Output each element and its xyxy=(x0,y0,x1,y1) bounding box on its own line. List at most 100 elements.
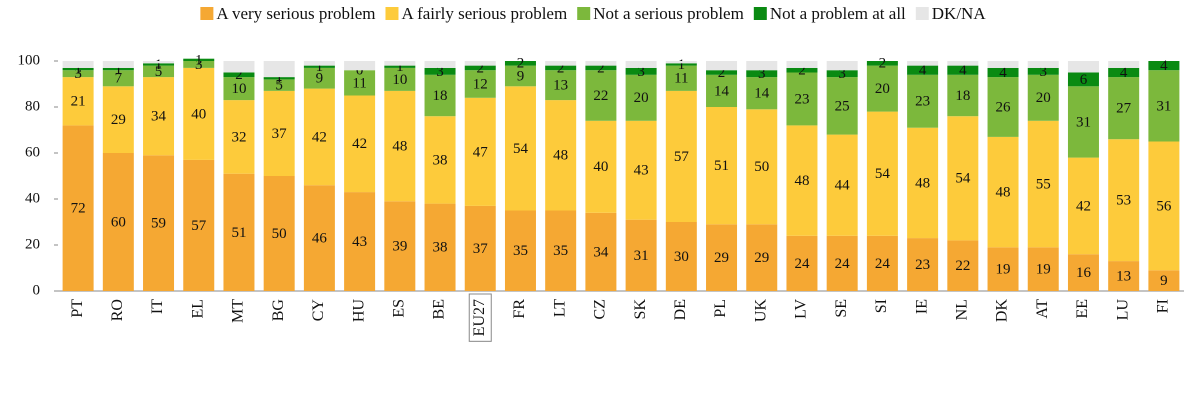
data-label: 27 xyxy=(1116,101,1132,117)
bar-segment xyxy=(1148,270,1180,291)
x-tick-label: DE xyxy=(672,299,689,320)
legend-label: A very serious problem xyxy=(216,4,375,23)
bar-segment xyxy=(504,86,536,211)
y-tick-label: 40 xyxy=(25,190,40,206)
data-label: 2 xyxy=(597,60,605,76)
data-label: 10 xyxy=(392,72,407,88)
data-label: 1 xyxy=(115,61,123,77)
bar-segment xyxy=(625,219,657,291)
data-label: 48 xyxy=(794,173,809,189)
bar-segment xyxy=(223,72,255,78)
data-label: 60 xyxy=(111,214,126,230)
data-label: 26 xyxy=(996,99,1012,115)
legend-label: A fairly serious problem xyxy=(401,4,567,23)
x-tick-label: IT xyxy=(149,299,166,314)
bar-segment xyxy=(907,61,939,66)
data-label: 4 xyxy=(1120,65,1128,81)
bar-segment xyxy=(303,65,335,68)
bar-segment xyxy=(183,159,215,291)
data-label: 9 xyxy=(517,68,525,84)
data-label: 72 xyxy=(71,201,86,217)
data-label: 34 xyxy=(151,109,167,125)
data-label: 40 xyxy=(191,106,206,122)
bar-segment xyxy=(987,77,1019,137)
bar-segment xyxy=(1067,254,1099,291)
bar-segment xyxy=(866,111,898,236)
bar-segment xyxy=(1148,70,1180,142)
data-label: 32 xyxy=(231,129,246,145)
data-label: 1 xyxy=(396,59,404,75)
data-label: 20 xyxy=(634,90,649,106)
legend-swatch xyxy=(200,7,214,20)
bar-segment xyxy=(183,58,215,61)
data-label: 38 xyxy=(433,152,448,168)
bar-segment xyxy=(102,70,134,87)
data-label: 19 xyxy=(996,262,1011,278)
x-tick-label: LV xyxy=(793,299,810,319)
bar-segment xyxy=(344,61,376,71)
data-label: 5 xyxy=(275,78,283,94)
x-tick-label: SE xyxy=(833,299,850,318)
bar-segment xyxy=(504,61,536,66)
data-label: 3 xyxy=(637,64,645,80)
data-label: 23 xyxy=(915,94,930,110)
bar-segment xyxy=(826,77,858,135)
data-label: 4 xyxy=(919,63,927,79)
data-label: 31 xyxy=(634,248,649,264)
data-label: 44 xyxy=(835,178,851,194)
x-tick-label: PL xyxy=(712,299,729,318)
data-label: 37 xyxy=(272,126,288,142)
bar-segment xyxy=(706,74,738,107)
data-label: 51 xyxy=(714,158,729,174)
data-label: 57 xyxy=(191,218,207,234)
bar-segment xyxy=(143,77,175,156)
x-tick-label: IE xyxy=(913,299,930,314)
data-label: 47 xyxy=(473,144,489,160)
data-label: 42 xyxy=(1076,198,1091,214)
data-label: 9 xyxy=(1160,273,1168,289)
data-label: 9 xyxy=(316,71,324,87)
x-tick-label: CZ xyxy=(592,299,609,319)
bar-segment xyxy=(706,70,738,75)
bar-segment xyxy=(464,70,496,98)
legend-label: DK/NA xyxy=(932,4,987,23)
bar-segment xyxy=(1027,67,1059,75)
x-tick-label: EE xyxy=(1074,299,1091,319)
data-label: 18 xyxy=(955,88,970,104)
bar-segment xyxy=(1108,261,1140,291)
bar-segment xyxy=(545,100,577,211)
y-tick-label: 100 xyxy=(18,52,41,68)
bar-segment xyxy=(826,134,858,236)
data-label: 24 xyxy=(875,256,891,272)
legend-swatch xyxy=(753,7,767,20)
bar-segment xyxy=(947,116,979,241)
bar-segment xyxy=(1027,247,1059,291)
legend-swatch xyxy=(577,7,591,20)
data-label: 24 xyxy=(794,256,810,272)
bar-segment xyxy=(665,222,697,291)
data-label: 3 xyxy=(195,57,203,73)
bar-segment xyxy=(746,109,778,225)
data-label: 6 xyxy=(1080,72,1088,88)
y-tick-label: 20 xyxy=(25,236,40,252)
data-label: 4 xyxy=(999,65,1007,81)
bar-segment xyxy=(62,61,94,68)
bar-segment xyxy=(585,65,617,71)
bar-segment xyxy=(102,67,134,71)
bar-segment xyxy=(907,74,939,128)
data-label: 31 xyxy=(1076,114,1091,130)
bar-segment xyxy=(62,70,94,78)
data-label: 43 xyxy=(352,234,367,250)
bar-segment xyxy=(987,136,1019,248)
data-label: 1 xyxy=(195,52,203,68)
data-label: 2 xyxy=(798,63,806,79)
x-tick-label: SK xyxy=(632,299,649,320)
data-label: 2 xyxy=(879,56,887,72)
data-label: 1 xyxy=(275,71,283,87)
bar-segment xyxy=(303,88,335,186)
bar-segment xyxy=(907,65,939,75)
bar-segment xyxy=(263,176,295,291)
x-tick-label: LU xyxy=(1114,299,1131,321)
bar-segment xyxy=(62,125,94,292)
data-label: 3 xyxy=(1040,64,1048,80)
